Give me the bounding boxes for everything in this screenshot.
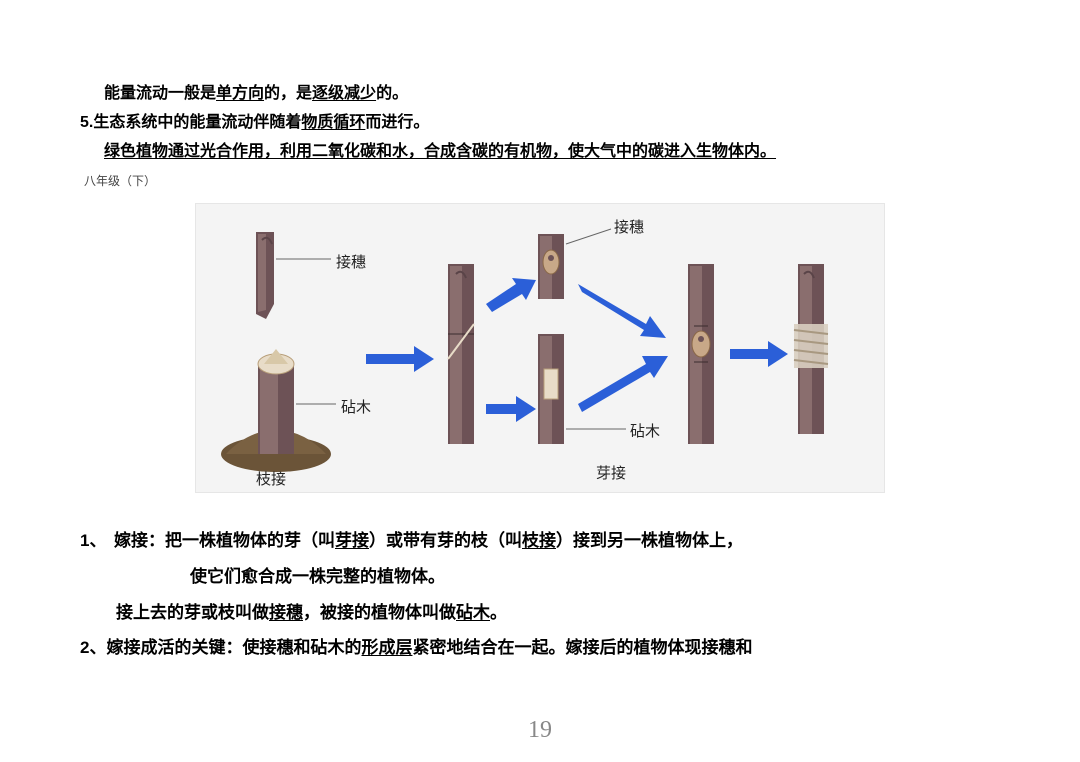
b1l1-ul1: 芽接 [335, 531, 369, 550]
b1l1-post: ）接到另一株植物体上， [556, 531, 743, 550]
t3: 绿色植物通过光合作用，利用二氧化碳和水，合成含碳的有机物，使大气中的碳进入生物体… [104, 143, 776, 160]
below-paragraph: 1、嫁接：把一株植物体的芽（叫芽接）或带有芽的枝（叫枝接）接到另一株植物体上， … [80, 523, 1000, 666]
label-zhenmu-2: 砧木 [630, 420, 660, 441]
t1-ul2: 逐级减少 [312, 85, 376, 102]
b1l1-pre: 嫁接：把一株植物体的芽（叫 [114, 531, 335, 550]
b1l3-mid: ，被接的植物体叫做 [303, 603, 456, 622]
t2-post: 而进行。 [365, 114, 429, 131]
b1l1-ul2: 枝接 [522, 531, 556, 550]
b1l3-ul1: 接穗 [269, 603, 303, 622]
top-paragraph: 能量流动一般是单方向的，是逐级减少的。 5.生态系统中的能量流动伴随着物质循环而… [80, 80, 1000, 166]
diagram-svg [196, 204, 886, 494]
b1l3-ul2: 砧木 [456, 603, 490, 622]
t1-ul1: 单方向 [216, 85, 264, 102]
b1l2: 使它们愈合成一株完整的植物体。 [190, 559, 1000, 595]
b1l1-mid1: ）或带有芽的枝（叫 [369, 531, 522, 550]
grade-label: 八年级（下） [84, 172, 1000, 189]
t1-pre: 能量流动一般是 [104, 85, 216, 102]
b1l3-post: 。 [490, 603, 507, 622]
t2-pre: 5.生态系统中的能量流动伴随着 [80, 114, 301, 131]
t1-post: 的。 [376, 85, 408, 102]
b2-ul: 形成层 [361, 638, 412, 657]
page-number: 19 [528, 717, 552, 744]
t2-ul: 物质循环 [301, 114, 365, 131]
label-zhijie: 枝接 [256, 468, 286, 489]
t1-mid: 的，是 [264, 85, 312, 102]
label-zhenmu-1: 砧木 [341, 396, 371, 417]
label-jiesui-1: 接穗 [336, 251, 366, 272]
num-1: 1、 [80, 523, 114, 559]
label-jiesui-2: 接穗 [614, 216, 644, 237]
grafting-diagram: 接穗 接穗 砧木 砧木 枝接 芽接 [195, 203, 885, 493]
b2-pre: 2、嫁接成活的关键：使接穗和砧木的 [80, 638, 361, 657]
label-yajie: 芽接 [596, 462, 626, 483]
b1l3-pre: 接上去的芽或枝叫做 [116, 603, 269, 622]
b2-post: 紧密地结合在一起。嫁接后的植物体现接穗和 [412, 638, 752, 657]
